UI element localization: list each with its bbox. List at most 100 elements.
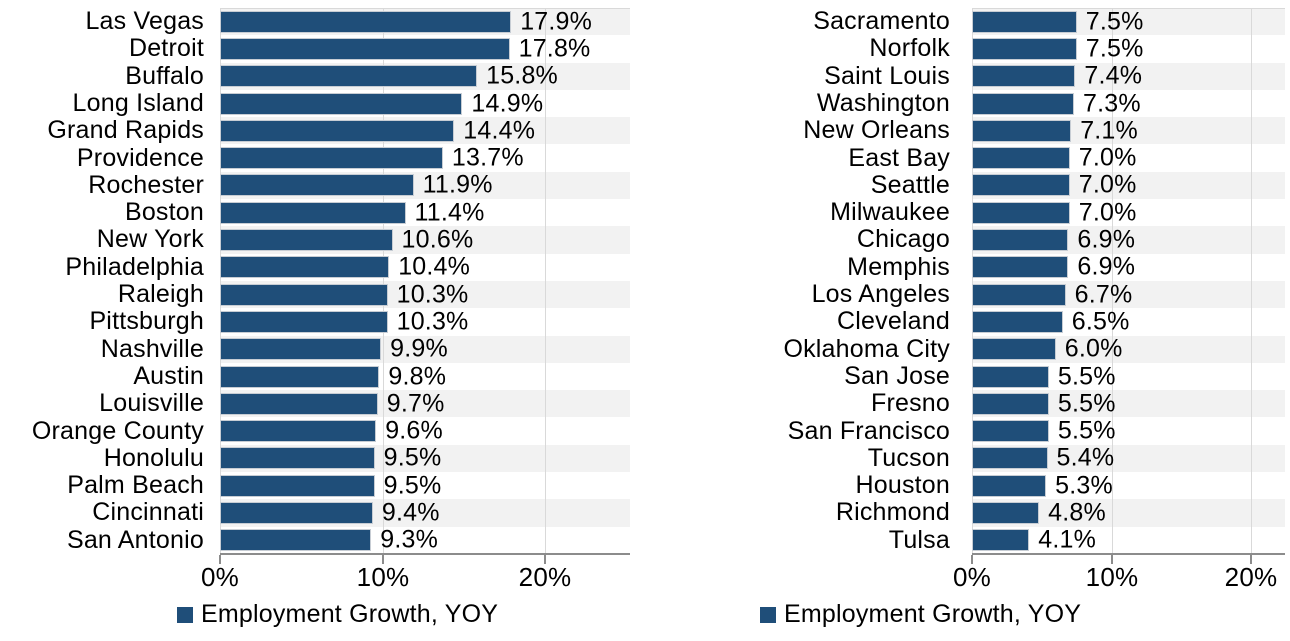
legend-label: Employment Growth, YOY xyxy=(201,600,499,628)
category-label: Raleigh xyxy=(117,280,204,308)
category-label: East Bay xyxy=(848,143,950,172)
category-label: Chicago xyxy=(856,225,950,254)
bar xyxy=(220,119,455,142)
category-label: Boston xyxy=(124,198,204,227)
category-label: Detroit xyxy=(128,34,204,63)
bar xyxy=(220,201,406,224)
axis-tick xyxy=(544,555,546,564)
value-label: 7.0% xyxy=(1078,170,1137,199)
gridline xyxy=(972,8,973,554)
value-label: 6.9% xyxy=(1077,225,1136,254)
value-label: 14.4% xyxy=(463,116,536,145)
x-axis-line xyxy=(220,553,630,555)
value-label: 9.8% xyxy=(388,362,447,391)
value-label: 14.9% xyxy=(471,89,544,118)
value-label: 10.4% xyxy=(398,252,471,281)
bar xyxy=(220,310,388,333)
axis-tick xyxy=(382,555,384,564)
axis-tick-label: 20% xyxy=(1224,562,1278,592)
category-label: Las Vegas xyxy=(85,7,204,35)
bar xyxy=(972,310,1063,333)
bar xyxy=(972,37,1077,60)
axis-tick-label: 10% xyxy=(1085,562,1139,592)
value-label: 5.5% xyxy=(1057,416,1116,445)
value-label: 13.7% xyxy=(451,143,524,172)
category-label: Honolulu xyxy=(103,443,204,472)
bar xyxy=(220,420,377,443)
category-label: Washington xyxy=(816,88,950,117)
bar xyxy=(972,92,1074,115)
category-label: Cleveland xyxy=(837,307,950,336)
axis-tick xyxy=(971,555,973,564)
category-label: Memphis xyxy=(847,252,950,281)
category-label: San Antonio xyxy=(66,525,204,554)
category-label: Louisville xyxy=(99,389,204,418)
category-label: Austin xyxy=(133,361,204,390)
category-label: Rochester xyxy=(88,170,204,199)
category-label: Tulsa xyxy=(888,525,950,554)
value-label: 17.8% xyxy=(518,34,591,63)
category-label: Grand Rapids xyxy=(47,116,204,145)
axis-tick-label: 10% xyxy=(356,562,410,592)
value-label: 9.4% xyxy=(381,498,440,527)
bar xyxy=(220,92,463,115)
value-label: 4.8% xyxy=(1048,498,1106,527)
value-label: 5.5% xyxy=(1057,389,1116,418)
bar xyxy=(220,65,478,88)
value-label: 7.0% xyxy=(1078,143,1137,172)
bar xyxy=(972,147,1070,170)
category-label: Los Angeles xyxy=(811,280,950,308)
value-label: 6.7% xyxy=(1074,280,1133,309)
bar xyxy=(972,119,1072,142)
category-label: San Jose xyxy=(844,361,950,390)
bar xyxy=(972,201,1070,224)
bar xyxy=(972,529,1030,552)
plot-top-border xyxy=(220,8,630,9)
category-label: Cincinnati xyxy=(92,498,204,527)
bar xyxy=(220,447,375,470)
category-label: Sacramento xyxy=(813,7,950,35)
category-label: San Francisco xyxy=(787,416,950,445)
value-label: 5.5% xyxy=(1057,362,1116,391)
bar xyxy=(972,392,1049,415)
category-label: Fresno xyxy=(870,389,950,418)
category-label: Long Island xyxy=(72,88,204,117)
category-label: Seattle xyxy=(870,170,950,199)
bar xyxy=(972,283,1066,306)
left-employment-growth-chart: Las Vegas 17.9% Detroit 17.8% Buffalo 15.8% Lo… xyxy=(32,7,630,629)
gridline xyxy=(1251,8,1252,554)
category-label: Norfolk xyxy=(869,34,950,63)
legend-swatch-icon xyxy=(177,606,193,623)
legend-swatch-icon xyxy=(760,606,776,623)
bar xyxy=(220,256,390,279)
bar xyxy=(972,10,1077,33)
bar xyxy=(220,392,378,415)
gridline xyxy=(383,8,384,554)
category-label: Richmond xyxy=(835,498,950,527)
value-label: 15.8% xyxy=(486,61,558,90)
value-label: 7.3% xyxy=(1083,89,1141,118)
bar xyxy=(972,65,1076,88)
category-label: Tucson xyxy=(867,443,950,472)
gridline xyxy=(220,8,221,554)
bar xyxy=(220,474,375,497)
bar xyxy=(220,365,380,388)
right-employment-growth-chart: Sacramento 7.5% Norfolk 7.5% Saint Louis 7.4%… xyxy=(645,0,1290,641)
bar xyxy=(220,502,373,525)
x-axis-line xyxy=(972,553,1285,555)
bar xyxy=(972,420,1049,443)
value-label: 9.5% xyxy=(383,443,442,472)
category-label: Providence xyxy=(76,143,204,172)
bar xyxy=(220,338,382,361)
bar xyxy=(972,502,1040,525)
left-legend: Employment Growth, YOY xyxy=(177,600,498,629)
value-label: 5.3% xyxy=(1055,471,1113,500)
bar xyxy=(972,365,1049,388)
value-label: 9.5% xyxy=(383,471,442,500)
axis-tick-label: 0% xyxy=(953,562,991,592)
bar xyxy=(972,338,1056,361)
value-label: 9.7% xyxy=(386,389,445,418)
value-label: 7.1% xyxy=(1080,116,1138,145)
value-label: 11.4% xyxy=(414,198,485,227)
